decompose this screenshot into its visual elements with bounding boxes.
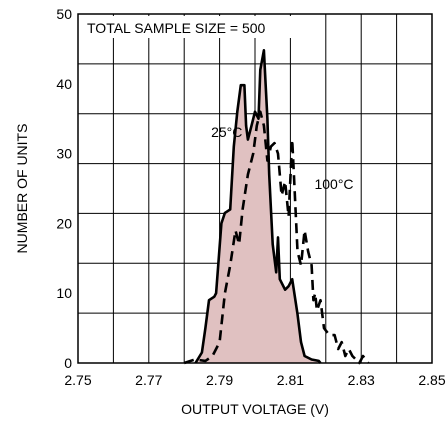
y-tick-label: 50 [56, 6, 72, 22]
y-tick-label: 10 [56, 285, 72, 301]
x-tick-label: 2.85 [418, 372, 445, 388]
y-axis-title: NUMBER OF UNITS [14, 124, 30, 254]
y-tick-label: 30 [56, 146, 72, 162]
x-tick-label: 2.77 [135, 372, 162, 388]
x-axis-title: OUTPUT VOLTAGE (V) [181, 401, 329, 417]
y-tick-label: 20 [56, 215, 72, 231]
y-tick-label: 0 [64, 355, 72, 371]
series-label: 25°C [211, 124, 242, 140]
series-label: 100°C [314, 176, 353, 192]
x-tick-label: 2.83 [348, 372, 375, 388]
x-tick-label: 2.81 [277, 372, 304, 388]
y-tick-labels: 0 10 20 30 40 50 [56, 6, 72, 371]
series-25c-line [194, 49, 322, 364]
sample-size-annotation: TOTAL SAMPLE SIZE = 500 [87, 20, 266, 36]
annotation-background [80, 16, 292, 38]
series-labels: 25°C 100°C [211, 124, 353, 192]
x-tick-label: 2.75 [64, 372, 91, 388]
plot-frame [77, 13, 433, 364]
x-tick-label: 2.79 [206, 372, 233, 388]
series-100c-line [183, 110, 370, 365]
x-tick-labels: 2.75 2.77 2.79 2.81 2.83 2.85 [64, 372, 445, 388]
y-tick-label: 40 [56, 76, 72, 92]
